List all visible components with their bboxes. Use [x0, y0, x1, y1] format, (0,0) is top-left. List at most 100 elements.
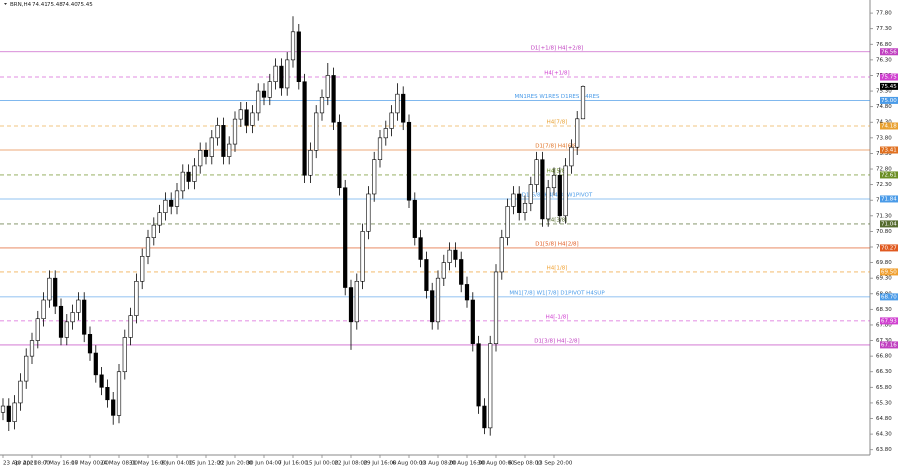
candle-body — [424, 259, 429, 291]
level-label: D1[+1/8] H4[+2/8] — [531, 45, 584, 51]
candle-body — [464, 284, 470, 301]
candle-body — [41, 299, 46, 320]
y-tick-label: 76.30 — [876, 57, 892, 63]
level-tag — [880, 195, 898, 203]
candle-body — [430, 290, 435, 323]
candle-body — [58, 305, 64, 338]
x-tick-label: 20 Aug 16:00 — [448, 461, 486, 467]
x-tick-label: 22 Jul 08:00 — [335, 461, 368, 467]
level-tag-text: 70.27 — [881, 245, 897, 251]
candle-body — [261, 90, 267, 98]
candle-body — [87, 334, 93, 354]
candle-body — [290, 31, 296, 61]
candle-body — [203, 150, 209, 157]
y-tick-label: 67.30 — [876, 338, 892, 344]
plot-area — [0, 0, 870, 455]
candle-body — [343, 187, 348, 288]
candle-body — [453, 249, 458, 260]
candle-body — [29, 340, 35, 357]
level-label: D1[3/8] H4[-2/8] — [534, 338, 579, 344]
y-tick-label: 66.30 — [876, 369, 892, 375]
x-tick-label: 30 Aug 00:00 — [477, 461, 515, 467]
level-tag-text: 67.16 — [881, 342, 897, 348]
candle-body — [244, 109, 249, 126]
candle-body — [12, 402, 17, 422]
y-tick-label: 69.80 — [876, 260, 892, 266]
candle-body — [575, 118, 580, 148]
level-tag-text: 71.84 — [881, 196, 897, 202]
level-tag — [880, 122, 898, 130]
candle-body — [517, 193, 522, 213]
candle-body — [116, 371, 122, 416]
y-tick-label: 72.80 — [876, 167, 892, 173]
level-tag — [880, 146, 898, 154]
y-tick-label: 65.30 — [876, 400, 892, 406]
candle-body — [24, 355, 29, 382]
y-tick-label: 76.80 — [876, 42, 892, 48]
level-tag-text: 75.75 — [881, 75, 897, 81]
x-tick-label: 8 Jun 04:00 — [161, 461, 193, 467]
candle-body — [493, 271, 499, 344]
level-tag-text: 75.00 — [881, 98, 897, 104]
candle-body — [82, 299, 87, 335]
candle-body — [546, 187, 551, 220]
y-tick-label: 66.80 — [876, 354, 892, 360]
x-tick-label: 31 May 16:00 — [129, 461, 167, 467]
x-tick-label: 30 Jun 04:00 — [247, 461, 282, 467]
level-label: H4[3/8] — [547, 217, 568, 223]
candle-body — [528, 184, 533, 204]
candle-body — [35, 318, 40, 341]
candle-body — [18, 380, 23, 404]
level-label: MN1RES W1RES D1RES H4RES — [514, 94, 600, 100]
candle-body — [505, 206, 510, 238]
y-tick-label: 77.30 — [876, 26, 892, 32]
candle-body — [296, 31, 301, 83]
candle-body — [163, 199, 168, 213]
y-tick-label: 69.30 — [876, 276, 892, 282]
x-tick-label: 15 Jun 12:00 — [189, 461, 224, 467]
candle-body — [522, 203, 528, 213]
y-tick-label: 72.30 — [876, 182, 892, 188]
candle-body — [557, 174, 562, 217]
level-tag-text: 71.04 — [881, 221, 897, 227]
candle-body — [348, 287, 354, 323]
header-low: 74.40 — [62, 2, 78, 8]
candle-body — [273, 65, 278, 83]
candle-body — [169, 199, 174, 207]
candle-body — [192, 165, 197, 182]
candle-body — [145, 237, 151, 257]
candle-body — [569, 146, 574, 167]
candle-body — [470, 299, 475, 344]
y-tick-label: 63.80 — [876, 447, 892, 453]
level-tag-text: 76.56 — [881, 49, 897, 55]
candle-body — [215, 125, 220, 139]
x-tick-label: 30 Apr 08:00 — [14, 461, 50, 467]
y-tick-label: 65.80 — [876, 385, 892, 391]
candle-body — [389, 112, 394, 129]
candle-body — [0, 405, 6, 413]
x-tick-label: 13 Sep 20:00 — [536, 461, 573, 467]
candle-body — [6, 405, 11, 422]
x-tick-label: 6 Aug 00:00 — [392, 461, 426, 467]
y-tick-label: 64.80 — [876, 416, 892, 422]
candle-body — [401, 93, 406, 123]
candle-body — [111, 399, 116, 416]
candle-body — [221, 125, 226, 157]
x-tick-label: 6 Sep 08:00 — [508, 461, 542, 467]
candle-body — [105, 387, 110, 401]
header-high: 75.48 — [47, 2, 63, 8]
symbol-arrow — [4, 3, 7, 5]
y-tick-label: 77.80 — [876, 11, 892, 17]
x-tick-label: 15 Jul 00:00 — [306, 461, 339, 467]
candle-body — [232, 118, 238, 145]
candle-body — [227, 143, 232, 157]
x-tick-label: 22 Jun 20:00 — [218, 461, 253, 467]
y-tick-label: 73.80 — [876, 135, 892, 141]
level-tag — [880, 244, 898, 252]
candle-body — [186, 171, 191, 182]
candle-body — [174, 190, 180, 207]
level-label: MN1[7/8] W1[7/8] D1PIVOT H4SUP — [509, 290, 605, 296]
candle-body — [580, 86, 586, 120]
